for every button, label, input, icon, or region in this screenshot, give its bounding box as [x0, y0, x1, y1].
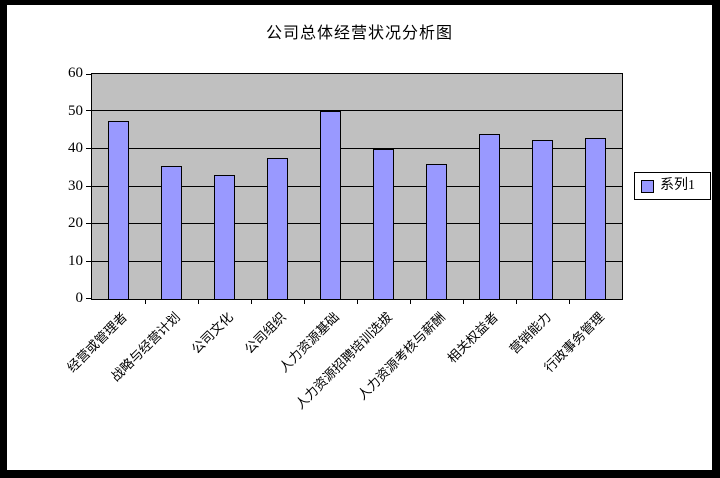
bar [161, 166, 182, 299]
y-axis-tick [86, 74, 91, 75]
y-axis-tick-label: 20 [68, 215, 83, 231]
bar [108, 121, 129, 299]
gridline-30 [92, 186, 622, 187]
x-axis-tick [251, 299, 252, 304]
y-axis-tick [86, 110, 91, 111]
y-axis-tick [86, 223, 91, 224]
gridline-50 [92, 110, 622, 111]
bar [320, 111, 341, 299]
x-axis-category-label: 相关权益者 [444, 309, 502, 366]
gridline-20 [92, 223, 622, 224]
x-axis-tick [410, 299, 411, 304]
y-axis-tick-label: 50 [68, 102, 83, 119]
y-axis-tick-label: 0 [75, 290, 84, 306]
y-axis-tick-label: 30 [68, 177, 83, 194]
legend-series-label: 系列1 [660, 178, 695, 193]
x-axis-tick [463, 299, 464, 304]
x-axis-tick [145, 299, 146, 304]
x-axis-category-label: 人力资源招聘培训选拔 [292, 309, 396, 412]
y-axis-tick [86, 186, 91, 187]
x-axis-tick [357, 299, 358, 304]
bar [426, 164, 447, 299]
y-axis-tick [86, 298, 91, 299]
bar [267, 158, 288, 299]
chart-title: 公司总体经营状况分析图 [265, 25, 453, 42]
y-axis-tick [86, 261, 91, 262]
legend: 系列1 [634, 172, 711, 200]
x-axis-tick [569, 299, 570, 304]
bar [585, 138, 606, 299]
y-axis-tick-label: 40 [68, 140, 83, 156]
legend-series-marker-icon [641, 179, 654, 193]
gridline-40 [92, 148, 622, 149]
bar [214, 175, 235, 299]
bar [373, 149, 394, 299]
x-axis-category-label: 营销能力 [507, 309, 555, 357]
bar [479, 134, 500, 299]
gridline-10 [92, 261, 622, 262]
plot-area [86, 73, 623, 304]
x-axis-tick [516, 299, 517, 304]
y-axis-tick-label: 60 [68, 65, 83, 81]
chart-canvas: 公司总体经营状况分析图 0 10 20 30 40 50 60 经营或管理者 战略与经营计划公… [7, 5, 712, 470]
x-axis-category-label: 公司文化 [189, 309, 237, 357]
bar [532, 140, 553, 299]
x-axis-tick [304, 299, 305, 304]
y-axis-tick-label: 10 [68, 252, 83, 269]
y-axis-tick [86, 148, 91, 149]
x-axis-tick [198, 299, 199, 304]
x-axis-category-label: 公司组织 [242, 309, 290, 357]
